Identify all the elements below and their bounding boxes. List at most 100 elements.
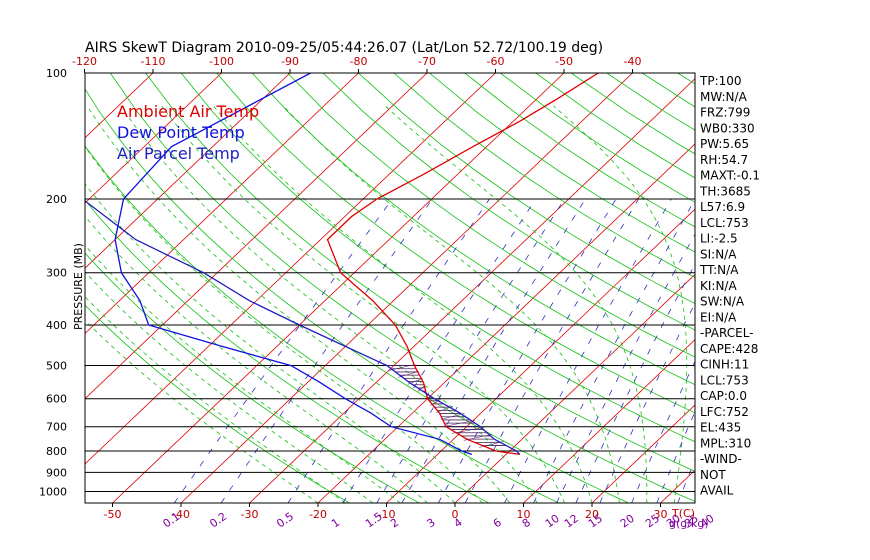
isotherm xyxy=(317,143,695,503)
dry-adiabat xyxy=(251,73,695,386)
index-entry: KI:N/A xyxy=(700,279,737,293)
mixing-ratio-tick-label: 8 xyxy=(520,516,533,531)
moist-adiabat xyxy=(85,271,374,503)
profile-curves xyxy=(85,73,599,456)
index-entry: AVAIL xyxy=(700,484,734,498)
top-tick-label: -100 xyxy=(209,55,234,68)
pressure-tick-label: 800 xyxy=(46,445,67,458)
dry-adiabat xyxy=(393,73,695,279)
bottom-tick-label: 10 xyxy=(517,508,531,521)
bottom-tick-label: 20 xyxy=(585,508,599,521)
dry-adiabat xyxy=(322,73,695,331)
index-entry: LCL:753 xyxy=(700,373,749,387)
index-entry: SI:N/A xyxy=(700,247,737,261)
cape-hatch-diagonal xyxy=(451,427,485,434)
mixing-ratio-line xyxy=(342,198,537,503)
pressure-lines xyxy=(85,198,695,493)
cape-hatch-diagonal xyxy=(389,364,416,371)
cape-hatch-diagonal xyxy=(417,385,425,392)
diagram-grid xyxy=(85,73,870,503)
bottom-temperature-ticks: -50 -40 -30 -20 -10 0 10 20 30 xyxy=(104,503,668,521)
top-tick-label: -90 xyxy=(281,55,299,68)
chart-title: AIRS SkewT Diagram 2010-09-25/05:44:26.0… xyxy=(85,40,603,56)
index-entry: TT:N/A xyxy=(699,263,739,277)
isotherm xyxy=(85,73,291,269)
mixing-ratio-tick-label: 10 xyxy=(543,512,562,531)
top-tick-label: -50 xyxy=(555,55,573,68)
mixing-ratio-line xyxy=(220,198,433,503)
pressure-tick-label: 200 xyxy=(46,193,67,206)
index-entry: TP:100 xyxy=(699,74,742,88)
dry-adiabat xyxy=(749,73,870,503)
mixing-ratio-tick-label: 4 xyxy=(451,516,464,531)
top-temperature-ticks: -120 -110 -100 -90 -80 -70 -60 -50 -40 xyxy=(72,55,641,73)
index-entry: -WIND- xyxy=(700,452,742,466)
index-entry: CAPE:428 xyxy=(700,342,758,356)
top-tick-label: -120 xyxy=(72,55,97,68)
index-entry: MW:N/A xyxy=(700,90,748,104)
bottom-tick-label: -10 xyxy=(378,508,396,521)
isotherm xyxy=(85,73,496,465)
moist-adiabat xyxy=(85,215,428,503)
mixing-ratio-line xyxy=(464,198,639,503)
bottom-tick-label: 0 xyxy=(452,508,459,521)
dry-adiabat xyxy=(109,73,695,503)
bottom-tick-label: -30 xyxy=(241,508,259,521)
top-tick-label: -40 xyxy=(624,55,642,68)
dry-adiabat xyxy=(85,252,420,503)
index-entry: MPL:310 xyxy=(700,436,751,450)
dry-adiabat xyxy=(500,73,695,203)
top-tick-label: -70 xyxy=(418,55,436,68)
dry-adiabat xyxy=(819,73,870,503)
isotherm xyxy=(454,273,695,503)
index-entry: CAP:0.0 xyxy=(700,389,747,403)
legend: Ambient Air Temp Dew Point Temp Air Parc… xyxy=(117,102,259,163)
x-axis-label: T(C) xyxy=(671,507,695,520)
bottom-tick-label: -40 xyxy=(172,508,190,521)
y-axis-label: PRESSURE (MB) xyxy=(72,243,85,330)
moist-adiabat xyxy=(85,183,456,503)
dry-adiabat xyxy=(85,199,490,503)
pressure-tick-labels: 100 200 300 400 500 600 700 800 900 1000 xyxy=(39,67,67,499)
cape-hatch-diagonal xyxy=(444,420,476,427)
bottom-tick-label: 30 xyxy=(654,508,668,521)
index-entry: LCL:753 xyxy=(700,216,749,230)
top-tick-label: -60 xyxy=(487,55,505,68)
pressure-tick-label: 300 xyxy=(46,267,67,280)
mixing-ratio-line xyxy=(287,198,490,503)
dry-adiabat xyxy=(216,73,695,414)
index-entry: NOT xyxy=(700,468,726,482)
mixing-ratio-tick-label: 0.2 xyxy=(207,510,229,531)
index-entry: FRZ:799 xyxy=(700,106,750,120)
index-entry: EI:N/A xyxy=(700,310,737,324)
moist-adiabat xyxy=(85,319,319,503)
dry-adiabat xyxy=(85,88,629,503)
index-entry: TH:3685 xyxy=(699,184,751,198)
ambient-air-temp-curve xyxy=(326,73,599,456)
mixing-ratio-line xyxy=(533,198,695,503)
mixing-ratio-tick-label: 1 xyxy=(329,516,342,531)
dry-adiabat xyxy=(784,73,870,503)
mixing-ratio-line xyxy=(401,198,586,503)
index-entry: PW:5.65 xyxy=(700,137,749,151)
index-entry: -PARCEL- xyxy=(700,326,754,340)
plot-frame xyxy=(84,72,696,504)
air-parcel-temp-curve xyxy=(85,200,521,455)
isotherm xyxy=(180,73,633,503)
moist-adiabat xyxy=(213,105,593,503)
isotherm xyxy=(85,73,428,400)
mixing-ratio-line xyxy=(599,302,695,503)
cape-hatch-diagonal xyxy=(440,413,465,420)
bottom-tick-label: -50 xyxy=(104,508,122,521)
index-entry: SW:N/A xyxy=(700,295,745,309)
dry-adiabat xyxy=(641,73,695,108)
mixing-ratio-line xyxy=(631,360,695,503)
isotherm xyxy=(249,78,695,503)
moist-adiabat xyxy=(553,105,688,503)
dry-adiabat xyxy=(358,73,695,304)
pressure-tick-label: 500 xyxy=(46,360,67,373)
mixing-ratio-line xyxy=(504,198,672,503)
dry-adiabat xyxy=(429,73,695,253)
